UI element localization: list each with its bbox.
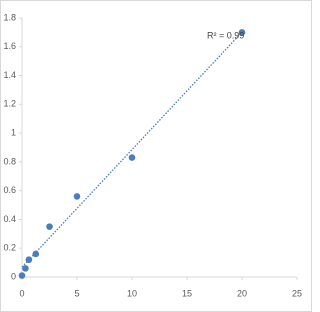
data-point — [18, 272, 26, 279]
chart: 0 0.2 0.4 0.6 0.8 1 1.2 1.4 1.6 1.8 0 5 10 15 20 25 R² =… — [0, 0, 312, 312]
data-point — [25, 256, 33, 264]
data-point — [46, 223, 53, 230]
data-point — [238, 29, 246, 36]
annotation: R² = 0.99 — [207, 30, 244, 40]
y-tick-label: 1.8 — [3, 12, 16, 22]
y-tick-label: 0.2 — [3, 243, 16, 253]
chart-border — [0, 0, 312, 312]
y-tick-label: 1 — [11, 127, 16, 137]
x-tick-label: 25 — [292, 288, 302, 298]
data-point — [22, 265, 29, 272]
data-point — [73, 193, 81, 200]
y-tick-label: 1.4 — [3, 70, 16, 80]
data-point — [32, 250, 40, 258]
y-tick-label: 0 — [11, 271, 16, 281]
x-tick-label: 15 — [182, 288, 192, 298]
y-tick-label: 1.6 — [3, 41, 16, 51]
x-tick-label: 10 — [127, 288, 137, 298]
data-point — [128, 154, 136, 161]
x-tick-label: 0 — [19, 288, 24, 298]
y-tick-label: 1.2 — [3, 99, 16, 109]
y-tick-label: 0.4 — [3, 214, 16, 224]
y-tick-label: 0.8 — [3, 156, 16, 166]
trendline — [21, 31, 243, 268]
x-tick-label: 5 — [74, 288, 79, 298]
y-tick-label: 0.6 — [3, 185, 16, 195]
x-tick-label: 20 — [237, 288, 247, 298]
